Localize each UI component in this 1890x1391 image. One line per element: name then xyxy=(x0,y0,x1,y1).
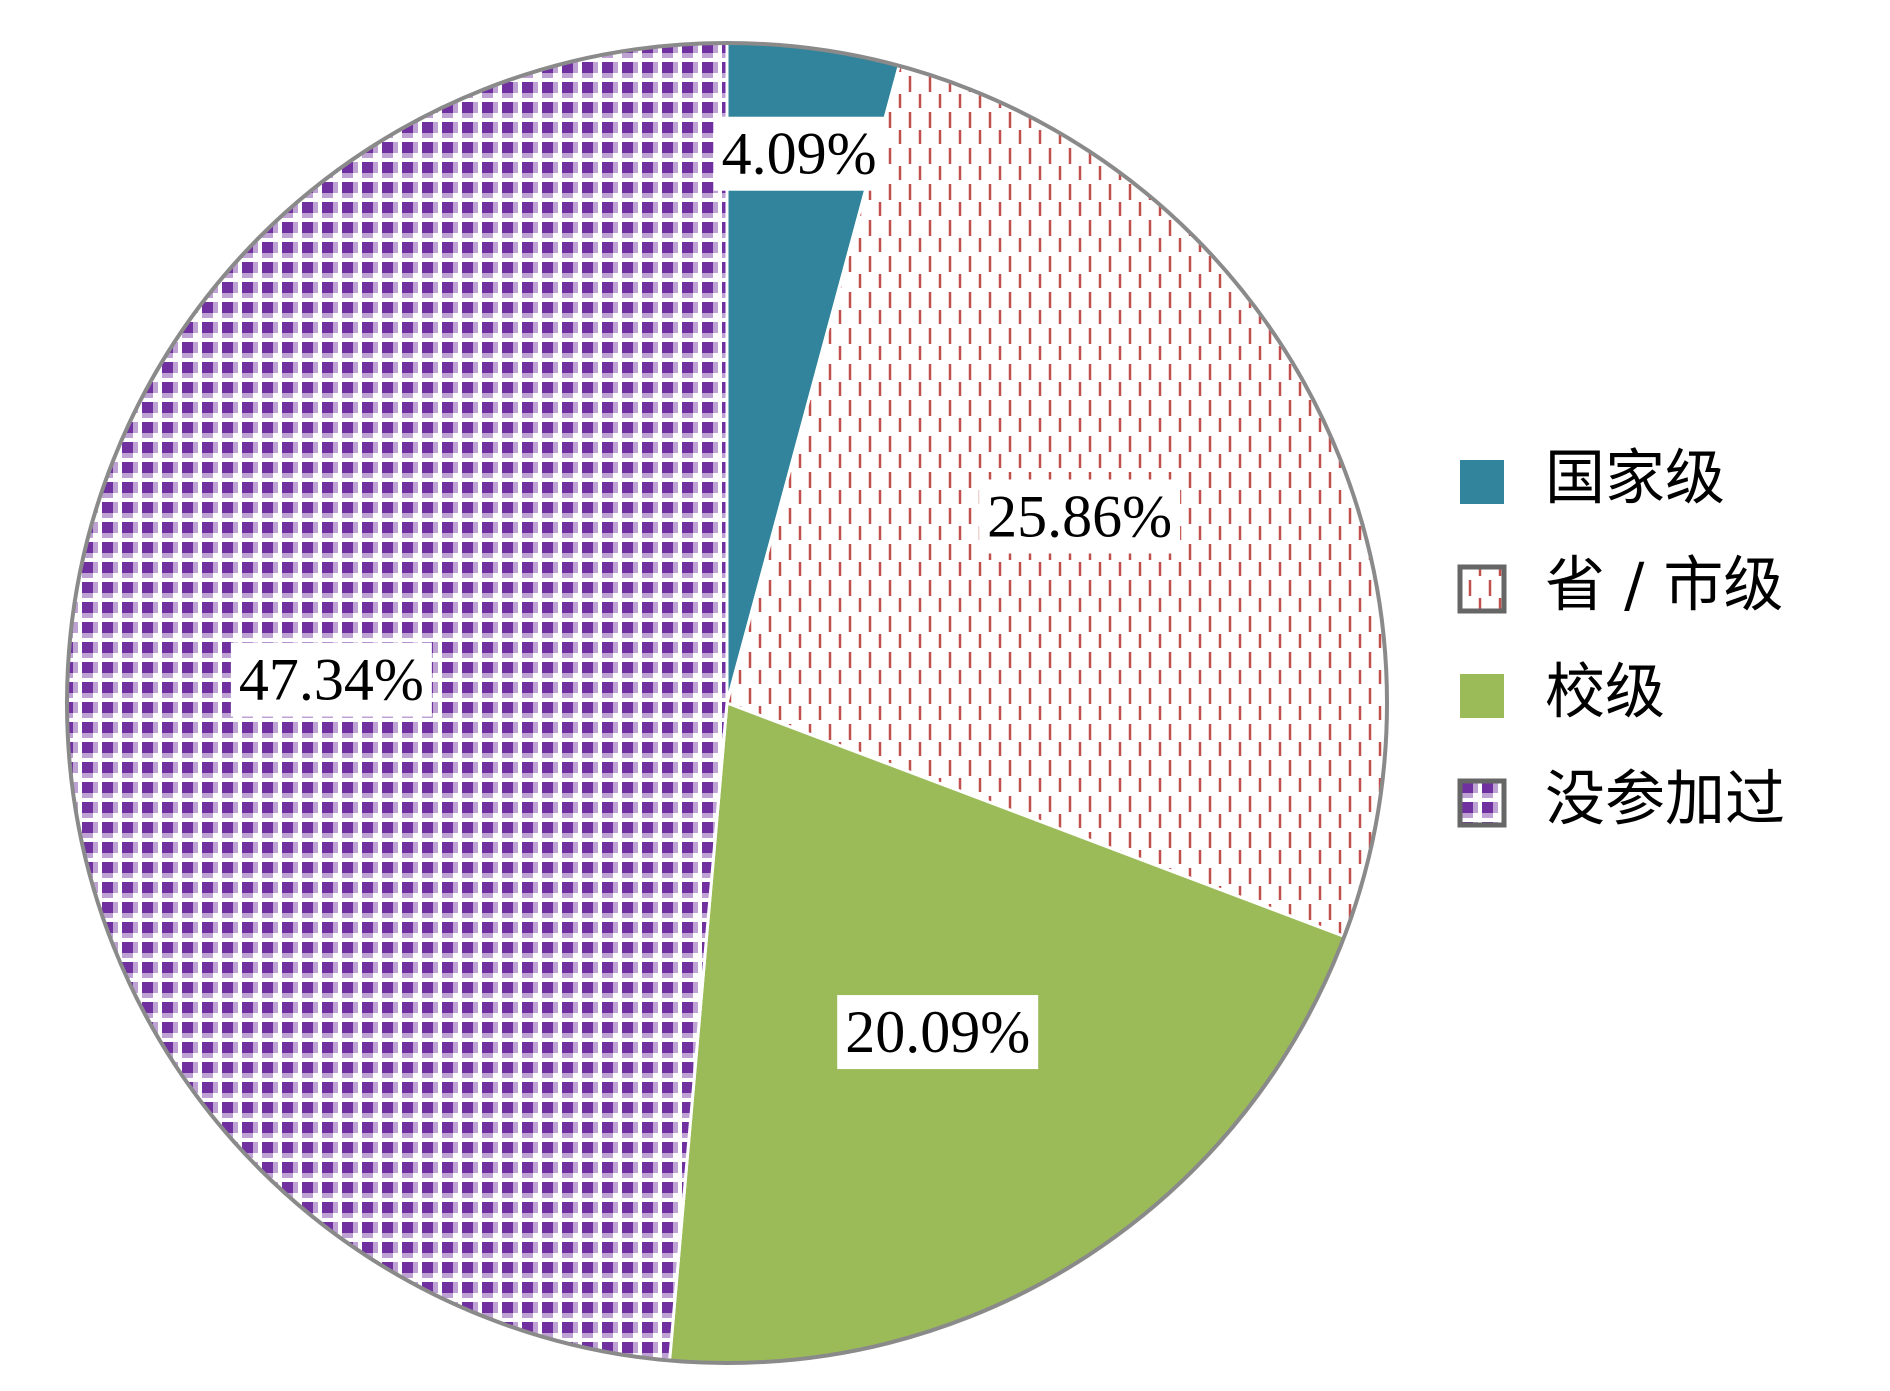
legend-swatch xyxy=(1460,674,1504,718)
data-label: 25.86% xyxy=(987,483,1172,549)
legend-swatch xyxy=(1460,460,1504,504)
legend-label: 省 / 市级 xyxy=(1545,551,1783,621)
label-background xyxy=(230,642,432,717)
legend-label: 没参加过 xyxy=(1545,765,1785,835)
data-label: 20.09% xyxy=(845,999,1030,1065)
legend-swatch xyxy=(1457,778,1507,828)
data-label: 4.09% xyxy=(722,121,877,187)
pie-outline xyxy=(65,41,1389,1365)
data-label: 47.34% xyxy=(239,647,424,713)
label-background xyxy=(979,479,1181,554)
legend-label: 校级 xyxy=(1545,658,1665,728)
label-background xyxy=(713,116,885,191)
label-background xyxy=(837,995,1039,1070)
legend-label: 国家级 xyxy=(1545,444,1725,514)
legend-swatch xyxy=(1457,564,1507,614)
